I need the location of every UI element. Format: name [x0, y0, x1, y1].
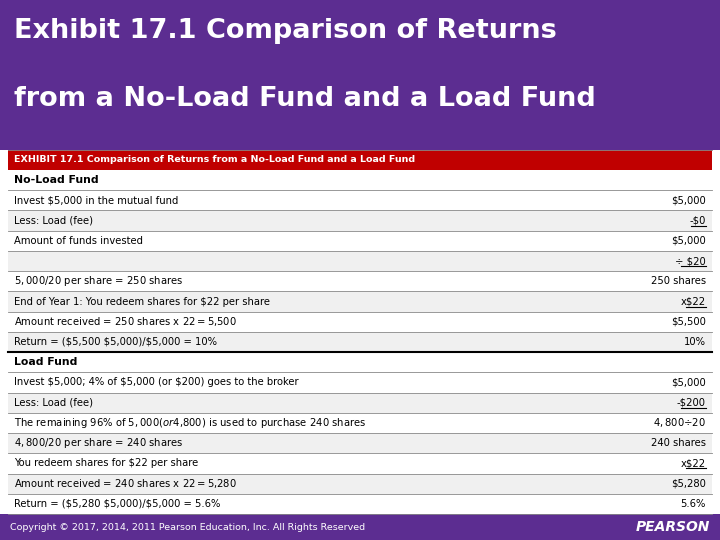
FancyBboxPatch shape: [0, 0, 720, 150]
Text: Exhibit 17.1 Comparison of Returns: Exhibit 17.1 Comparison of Returns: [14, 18, 557, 44]
FancyBboxPatch shape: [0, 514, 720, 540]
Text: $4,800/$20 per share = 240 shares: $4,800/$20 per share = 240 shares: [14, 436, 184, 450]
FancyBboxPatch shape: [8, 271, 712, 292]
Text: $5,000: $5,000: [671, 236, 706, 246]
Text: x$22: x$22: [681, 296, 706, 307]
FancyBboxPatch shape: [8, 231, 712, 251]
Text: $4,800 ÷ $20: $4,800 ÷ $20: [653, 416, 706, 429]
FancyBboxPatch shape: [8, 251, 712, 271]
Text: Return = ($5,500 $5,000)/$5,000 = 10%: Return = ($5,500 $5,000)/$5,000 = 10%: [14, 337, 217, 347]
Text: x$22: x$22: [681, 458, 706, 468]
FancyBboxPatch shape: [8, 312, 712, 332]
Text: Invest $5,000 in the mutual fund: Invest $5,000 in the mutual fund: [14, 195, 179, 205]
Text: Amount of funds invested: Amount of funds invested: [14, 236, 143, 246]
FancyBboxPatch shape: [8, 352, 712, 373]
Text: Load Fund: Load Fund: [14, 357, 77, 367]
Text: $5,000: $5,000: [671, 195, 706, 205]
Text: $5,280: $5,280: [671, 478, 706, 489]
Text: $5,000: $5,000: [671, 377, 706, 388]
Text: 10%: 10%: [684, 337, 706, 347]
Text: End of Year 1: You redeem shares for $22 per share: End of Year 1: You redeem shares for $22…: [14, 296, 270, 307]
Text: Amount received = 250 shares x $22 = $5,500: Amount received = 250 shares x $22 = $5,…: [14, 315, 237, 328]
Text: Invest $5,000; 4% of $5,000 (or $200) goes to the broker: Invest $5,000; 4% of $5,000 (or $200) go…: [14, 377, 299, 388]
FancyBboxPatch shape: [8, 494, 712, 514]
FancyBboxPatch shape: [8, 332, 712, 352]
FancyBboxPatch shape: [8, 413, 712, 433]
FancyBboxPatch shape: [8, 453, 712, 474]
Text: No-Load Fund: No-Load Fund: [14, 175, 99, 185]
FancyBboxPatch shape: [8, 170, 712, 190]
Text: Less: Load (fee): Less: Load (fee): [14, 215, 93, 226]
Text: 5.6%: 5.6%: [680, 499, 706, 509]
Text: ÷ $20: ÷ $20: [675, 256, 706, 266]
FancyBboxPatch shape: [8, 211, 712, 231]
FancyBboxPatch shape: [8, 292, 712, 312]
Text: Amount received = 240 shares x $22 = $5,280: Amount received = 240 shares x $22 = $5,…: [14, 477, 237, 490]
Text: -$0: -$0: [690, 215, 706, 226]
Text: Less: Load (fee): Less: Load (fee): [14, 397, 93, 408]
FancyBboxPatch shape: [8, 373, 712, 393]
Text: -$200: -$200: [677, 397, 706, 408]
FancyBboxPatch shape: [8, 190, 712, 211]
Text: 250 shares: 250 shares: [651, 276, 706, 286]
Text: $5,000/$20 per share = 250 shares: $5,000/$20 per share = 250 shares: [14, 274, 184, 288]
FancyBboxPatch shape: [8, 150, 712, 170]
Text: 240 shares: 240 shares: [651, 438, 706, 448]
Text: PEARSON: PEARSON: [636, 520, 710, 534]
Text: EXHIBIT 17.1 Comparison of Returns from a No-Load Fund and a Load Fund: EXHIBIT 17.1 Comparison of Returns from …: [14, 156, 415, 165]
FancyBboxPatch shape: [8, 474, 712, 494]
Text: The remaining 96% of $5,000 (or $4,800) is used to purchase 240 shares: The remaining 96% of $5,000 (or $4,800) …: [14, 416, 366, 430]
Text: You redeem shares for $22 per share: You redeem shares for $22 per share: [14, 458, 198, 468]
Text: $5,500: $5,500: [671, 317, 706, 327]
FancyBboxPatch shape: [8, 150, 712, 514]
FancyBboxPatch shape: [8, 433, 712, 453]
Text: Return = ($5,280 $5,000)/$5,000 = 5.6%: Return = ($5,280 $5,000)/$5,000 = 5.6%: [14, 499, 220, 509]
Text: Copyright © 2017, 2014, 2011 Pearson Education, Inc. All Rights Reserved: Copyright © 2017, 2014, 2011 Pearson Edu…: [10, 523, 365, 531]
Text: from a No-Load Fund and a Load Fund: from a No-Load Fund and a Load Fund: [14, 86, 595, 112]
FancyBboxPatch shape: [8, 393, 712, 413]
